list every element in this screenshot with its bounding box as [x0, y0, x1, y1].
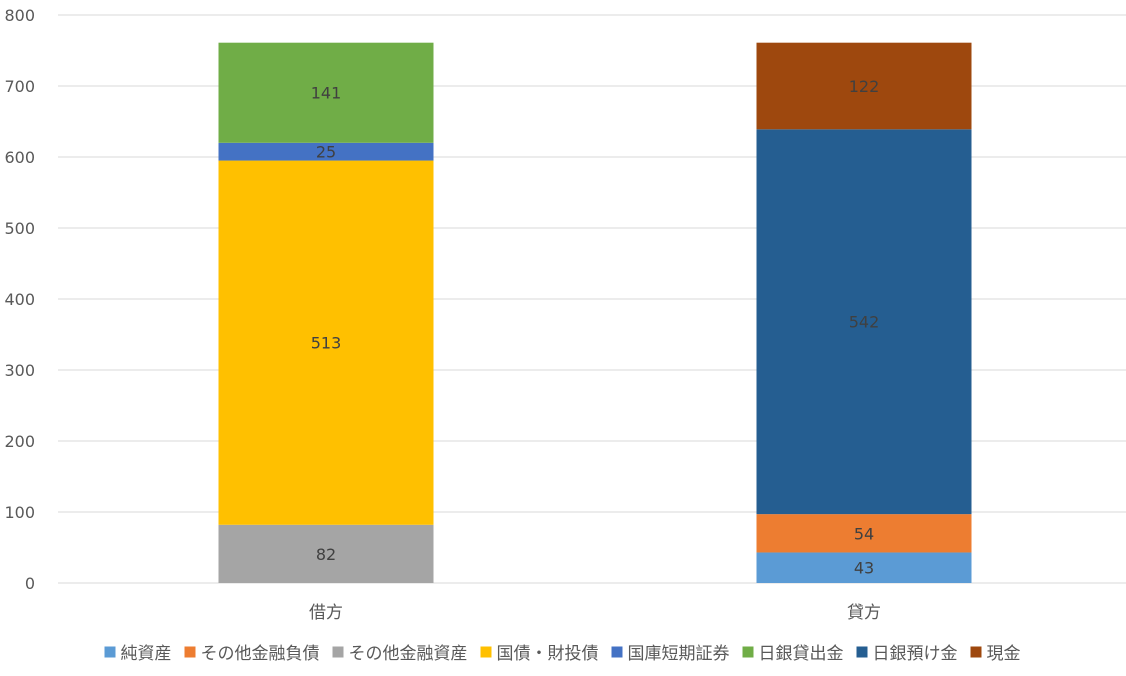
legend-label: 国庫短期証券 — [628, 644, 730, 664]
y-tick-label: 200 — [4, 432, 35, 451]
data-label: 542 — [849, 313, 880, 332]
bar-segment — [218, 42, 434, 143]
bar-segment — [756, 129, 972, 515]
legend-swatch — [480, 646, 492, 658]
legend-item: 国債・財投債 — [480, 644, 599, 664]
y-axis-tick-labels: 0 100 200 300 400 500 600 700 800 — [4, 6, 35, 593]
data-label: 54 — [854, 524, 874, 543]
legend-item: その他金融負債 — [184, 644, 320, 664]
x-axis-category-labels: 借方 貸方 — [309, 603, 881, 623]
legend-label: 日銀預け金 — [873, 644, 958, 664]
bar-segment — [756, 552, 972, 583]
bar-segment — [218, 524, 434, 583]
legend-swatch — [856, 646, 868, 658]
y-tick-label: 600 — [4, 148, 35, 167]
x-category-label: 貸方 — [847, 603, 881, 623]
data-label: 82 — [316, 545, 336, 564]
bar-segment — [218, 160, 434, 525]
y-tick-label: 100 — [4, 503, 35, 522]
legend-swatch — [970, 646, 982, 658]
legend-item: 日銀貸出金 — [742, 644, 844, 664]
legend-swatch — [184, 646, 196, 658]
legend-label: 純資産 — [121, 644, 172, 664]
legend: 純資産 その他金融負債 その他金融資産 国債・財投債 国庫短期証券 日銀貸出金 日銀預け金 現… — [104, 644, 1021, 664]
legend-label: その他金融負債 — [201, 644, 320, 664]
bar-segment — [756, 42, 972, 130]
y-tick-label: 700 — [4, 77, 35, 96]
legend-swatch — [742, 646, 754, 658]
legend-label: 日銀貸出金 — [759, 644, 844, 664]
legend-swatch — [104, 646, 116, 658]
legend-item: 日銀預け金 — [856, 644, 958, 664]
legend-item: 現金 — [970, 644, 1021, 664]
data-label: 141 — [311, 84, 342, 103]
legend-item: その他金融資産 — [332, 644, 468, 664]
legend-swatch — [332, 646, 344, 658]
y-tick-label: 500 — [4, 219, 35, 238]
bar-segment — [756, 514, 972, 553]
bars: 82 513 25 141 43 54 542 122 — [218, 42, 972, 583]
data-label: 122 — [849, 77, 880, 96]
y-tick-label: 800 — [4, 6, 35, 25]
y-tick-label: 0 — [25, 574, 35, 593]
legend-label: 現金 — [987, 644, 1021, 664]
y-tick-label: 400 — [4, 290, 35, 309]
legend-item: 純資産 — [104, 644, 172, 664]
legend-label: 国債・財投債 — [497, 644, 599, 664]
bar-segment — [218, 142, 434, 161]
legend-label: その他金融資産 — [349, 644, 468, 664]
data-label: 25 — [316, 143, 336, 162]
data-label: 43 — [854, 559, 874, 578]
legend-swatch — [611, 646, 623, 658]
y-tick-label: 300 — [4, 361, 35, 380]
legend-item: 国庫短期証券 — [611, 644, 730, 664]
data-label: 513 — [311, 334, 342, 353]
x-category-label: 借方 — [309, 603, 343, 623]
